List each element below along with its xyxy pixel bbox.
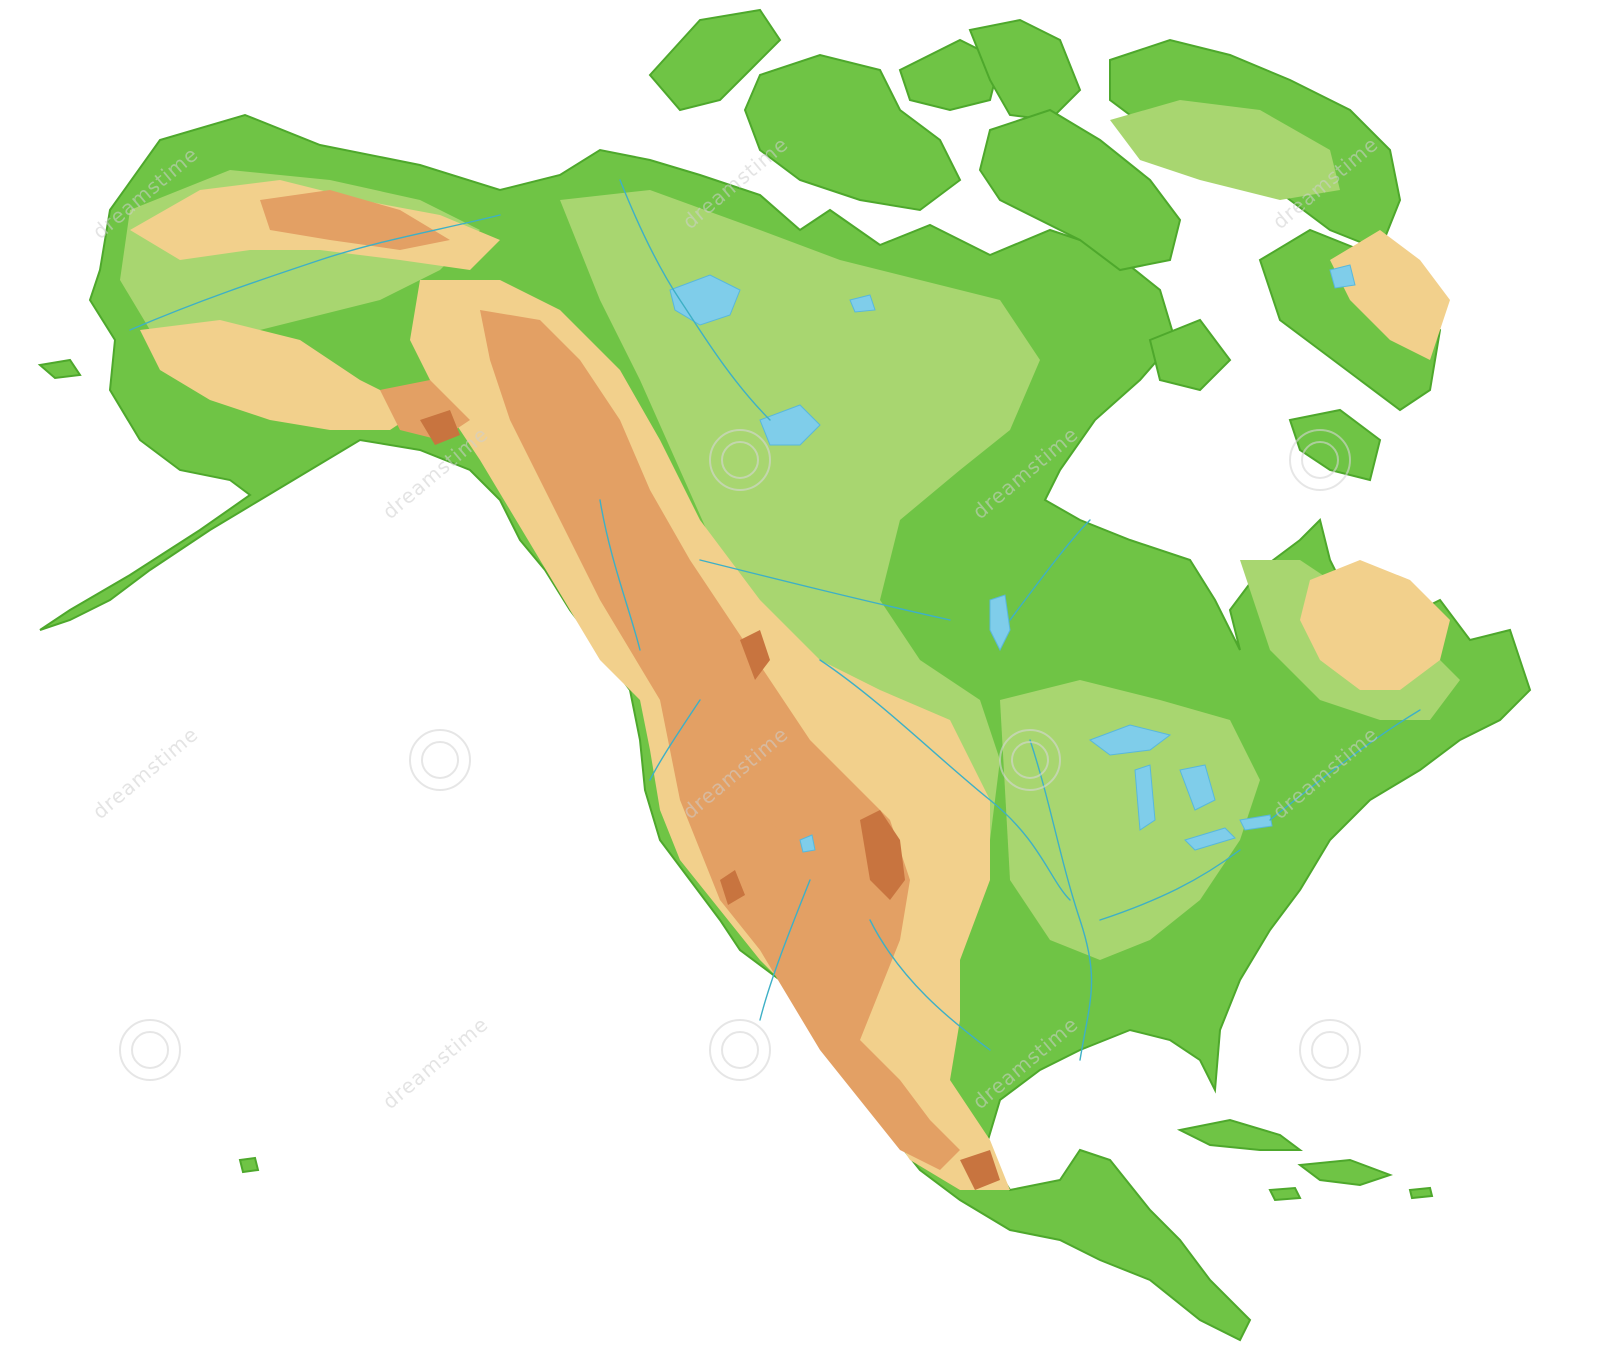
watermark-swirl-icon (721, 441, 759, 479)
missouri-river (819, 659, 1071, 901)
mississippi-river (1029, 739, 1093, 1061)
lake-superior (1088, 724, 1172, 756)
nelson-river (1009, 519, 1091, 621)
watermark-swirl-icon (409, 729, 471, 791)
fraser-river (599, 499, 641, 651)
saskatchewan-river (699, 559, 951, 621)
watermark-swirl-icon (1011, 741, 1049, 779)
watermark-swirl-icon (1301, 441, 1339, 479)
watermark-swirl-icon (721, 1031, 759, 1069)
lake-ontario (1239, 814, 1273, 831)
watermark-swirl-icon (999, 729, 1061, 791)
watermark-swirl-icon (421, 741, 459, 779)
great-salt-lake (799, 834, 816, 853)
rivers (129, 179, 1421, 1061)
lake-huron (1179, 764, 1216, 811)
watermark-swirl-icon (709, 429, 771, 491)
caribbean-islands (37, 358, 1434, 1202)
watermark-swirl-icon (119, 1019, 181, 1081)
colorado-river (759, 879, 811, 1021)
great-slave-lake (759, 404, 821, 446)
ohio-river (1099, 849, 1241, 921)
watermark-swirl-icon (1311, 1031, 1349, 1069)
baffin-lake (1329, 264, 1356, 289)
lake-winnipeg (989, 594, 1011, 652)
watermark-text: dreamstime (378, 1012, 493, 1114)
hudson-lakes (849, 294, 876, 313)
watermark-swirl-icon (1289, 429, 1351, 491)
rio-grande (869, 919, 991, 1051)
columbia-river (649, 699, 701, 781)
watermark-swirl-icon (131, 1031, 169, 1069)
watermark-text: dreamstime (88, 722, 203, 824)
lake-michigan (1134, 764, 1156, 831)
watermark-swirl-icon (709, 1019, 771, 1081)
yukon-river (129, 214, 501, 331)
mackenzie-river (619, 179, 771, 421)
st-lawrence-river (1269, 709, 1421, 821)
watermark-swirl-icon (1299, 1019, 1361, 1081)
peak-region (420, 410, 1000, 1190)
lake-erie (1184, 827, 1236, 851)
